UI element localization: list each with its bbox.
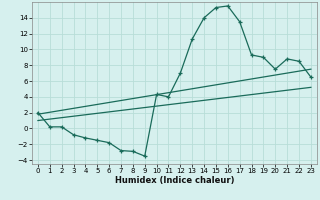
X-axis label: Humidex (Indice chaleur): Humidex (Indice chaleur) xyxy=(115,176,234,185)
